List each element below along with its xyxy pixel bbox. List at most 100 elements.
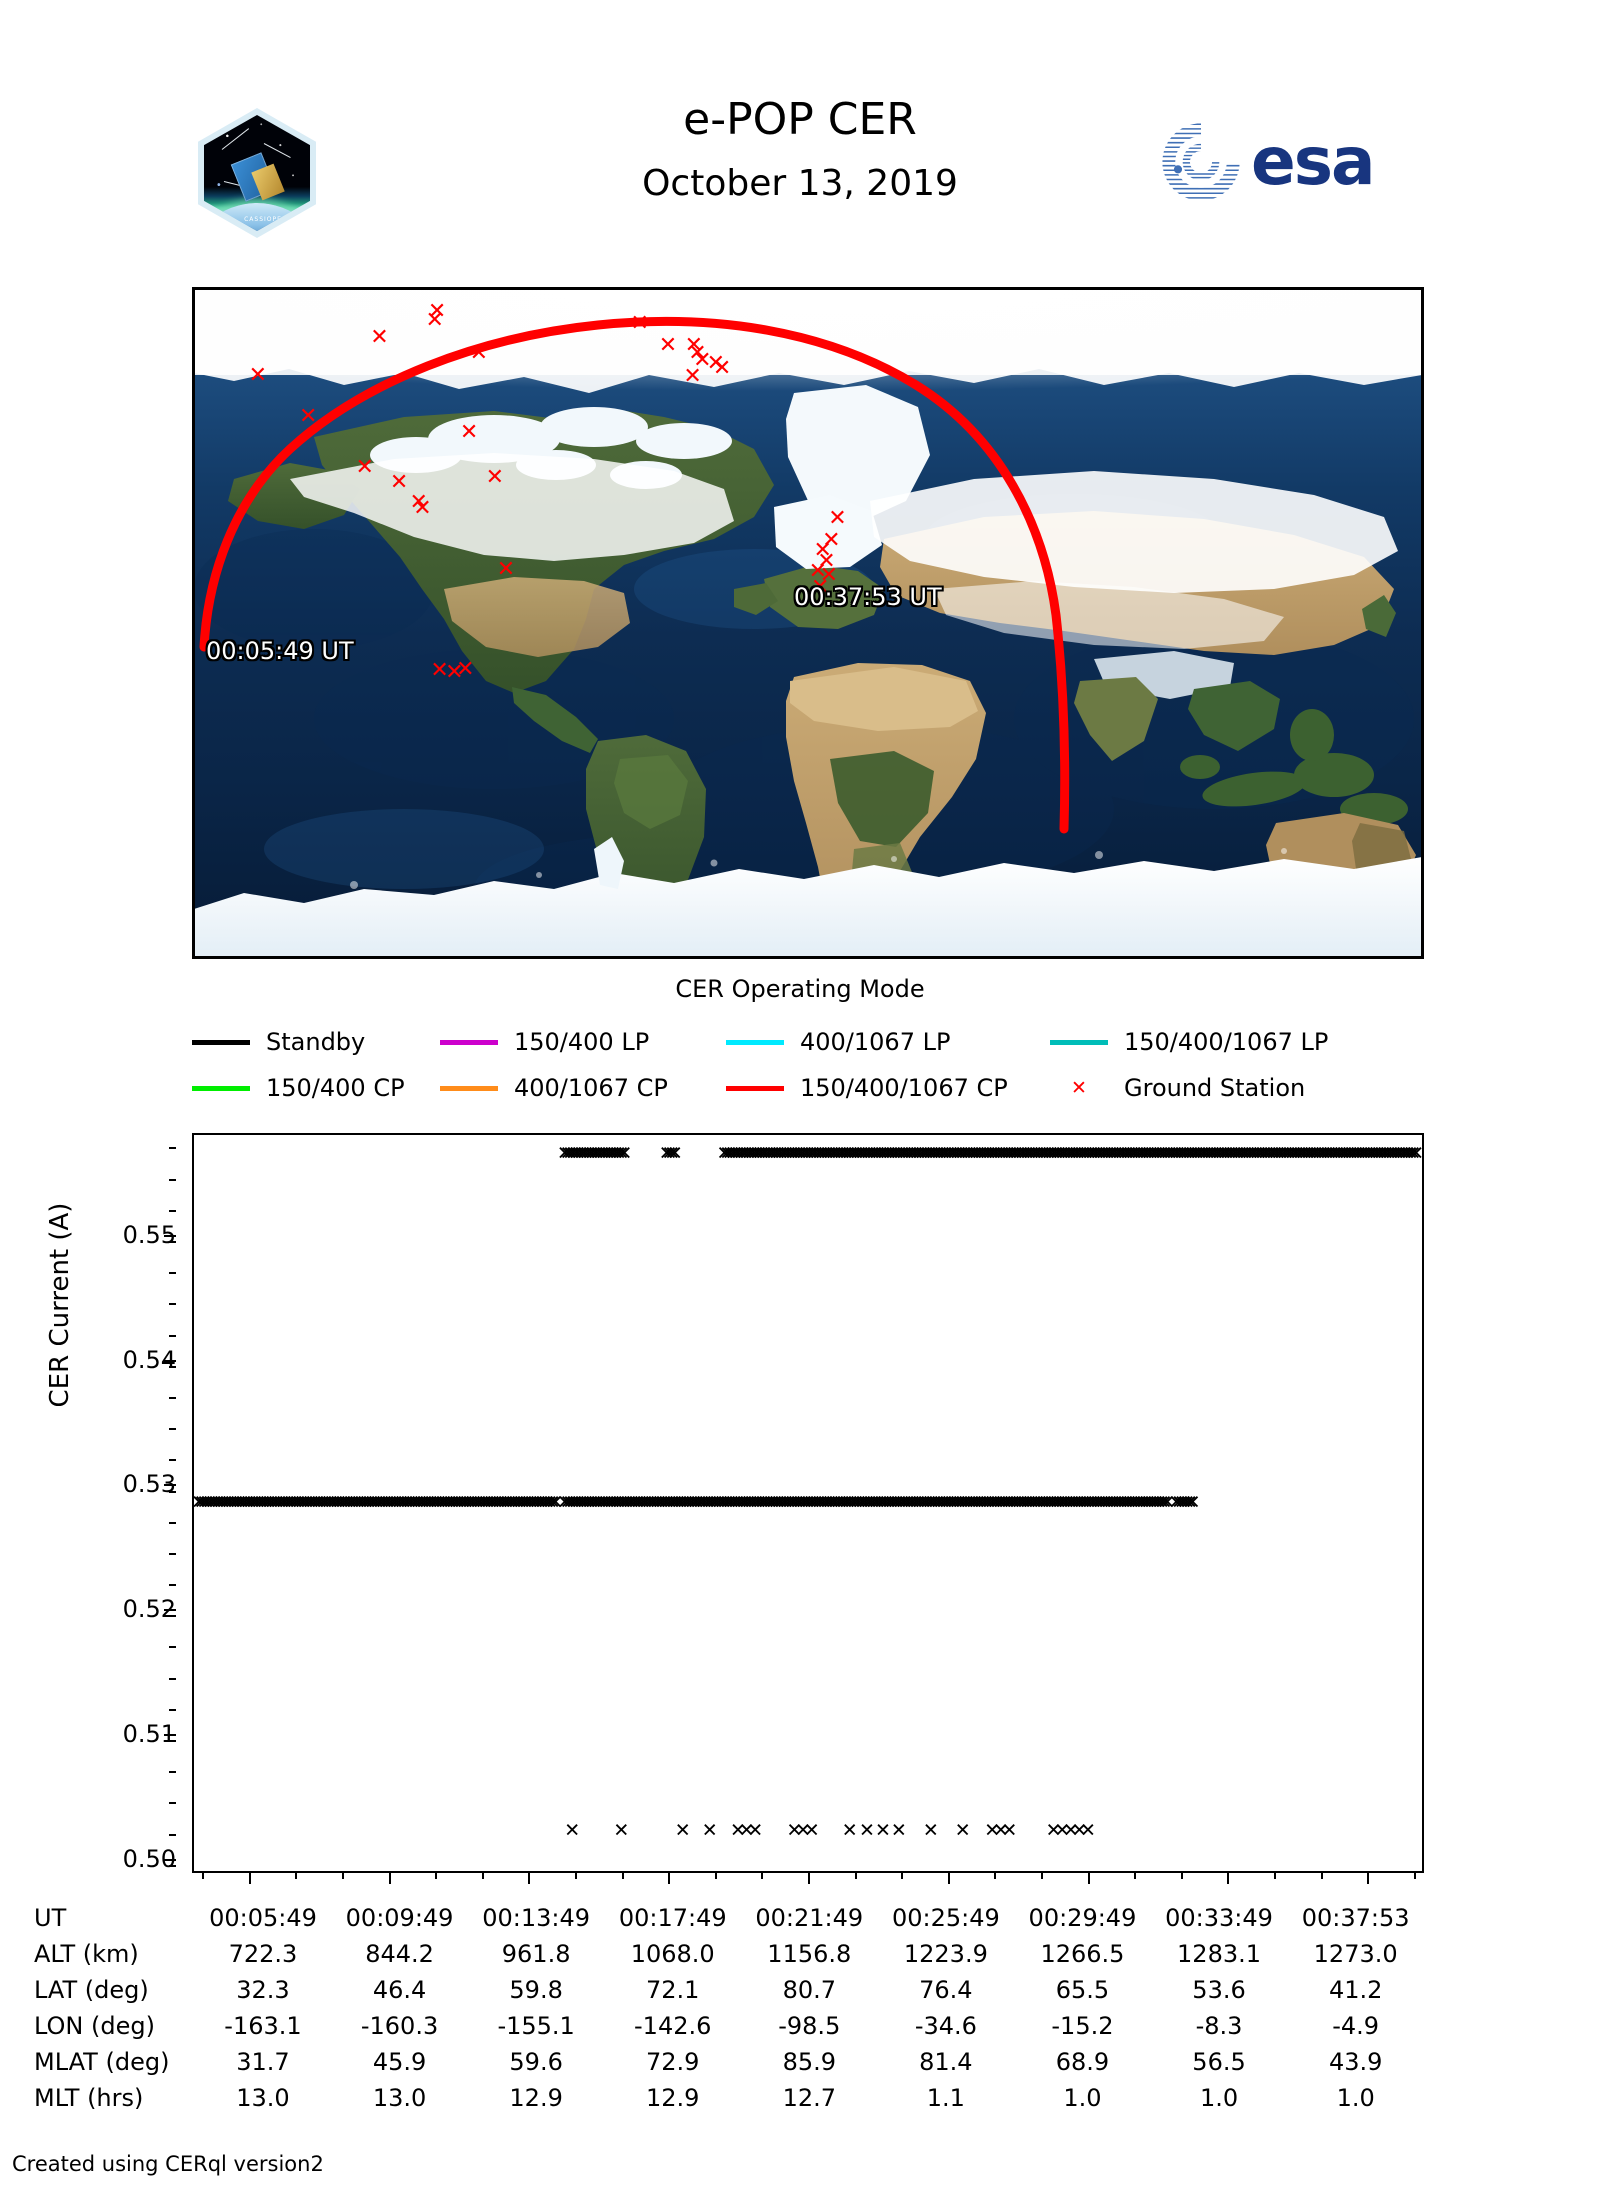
scatter-marker: ✕ (911, 1142, 927, 1165)
scatter-marker: ✕ (956, 1491, 973, 1514)
scatter-marker: ✕ (781, 1142, 798, 1165)
scatter-marker: ✕ (570, 1142, 587, 1165)
scatter-marker: ✕ (493, 1491, 510, 1514)
scatter-marker: ✕ (307, 1491, 324, 1514)
scatter-marker: ✕ (1318, 1142, 1335, 1165)
scatter-marker: ✕ (1297, 1142, 1314, 1165)
scatter-marker: ✕ (786, 1819, 803, 1842)
table-cell: 53.6 (1192, 1976, 1246, 2004)
table-cell: 46.4 (372, 1976, 427, 2004)
x-axis-minor-tick (574, 1871, 577, 1879)
x-axis-minor-tick (994, 1871, 997, 1879)
table-cell: -142.6 (634, 2012, 712, 2040)
scatter-marker: ✕ (592, 1491, 608, 1514)
scatter-marker: ✕ (921, 1491, 938, 1514)
scatter-marker: ✕ (1078, 1491, 1095, 1514)
scatter-marker: ✕ (781, 1491, 798, 1514)
scatter-marker: ✕ (756, 1491, 773, 1514)
scatter-marker: ✕ (209, 1491, 226, 1514)
scatter-marker: ✕ (808, 1491, 825, 1514)
scatter-marker: ✕ (1002, 1142, 1019, 1165)
scatter-marker: ✕ (840, 1142, 857, 1165)
scatter-marker: ✕ (1378, 1142, 1395, 1165)
scatter-marker: ✕ (1291, 1142, 1308, 1165)
scatter-marker: ✕ (889, 1491, 906, 1514)
scatter-marker: ✕ (981, 1491, 997, 1514)
scatter-marker: ✕ (1370, 1142, 1387, 1165)
legend-label-150-400-lp: 150/400 LP (514, 1028, 650, 1056)
scatter-marker: ✕ (239, 1491, 256, 1514)
scatter-marker: ✕ (984, 1819, 1001, 1842)
y-axis-minor-tick (169, 1584, 176, 1587)
scatter-marker: ✕ (1056, 1142, 1073, 1165)
scatter-marker: ✕ (862, 1491, 879, 1514)
scatter-marker: ✕ (1171, 1491, 1188, 1514)
scatter-marker: ✕ (874, 1819, 891, 1842)
legend-item-150-400-cp[interactable]: 150/400 CP (192, 1076, 405, 1100)
scatter-marker: ✕ (811, 1142, 828, 1165)
scatter-marker: ✕ (1024, 1491, 1041, 1514)
scatter-marker: ✕ (339, 1491, 356, 1514)
scatter-marker: ✕ (366, 1491, 383, 1514)
scatter-marker: ✕ (1099, 1491, 1116, 1514)
scatter-marker: ✕ (894, 1491, 911, 1514)
scatter-marker: ✕ (409, 1491, 426, 1514)
y-axis-major-tick (164, 1234, 176, 1237)
legend-item-standby[interactable]: Standby (192, 1030, 365, 1054)
scatter-marker: ✕ (784, 1142, 800, 1165)
scatter-marker: ✕ (946, 1142, 963, 1165)
scatter-marker: ✕ (1070, 1491, 1087, 1514)
scatter-marker: ✕ (927, 1491, 943, 1514)
table-row-header: MLT (hrs) (34, 2084, 144, 2112)
scatter-marker: ✕ (353, 1491, 369, 1514)
y-axis-minor-tick (169, 1490, 176, 1493)
scatter-marker: ✕ (226, 1491, 242, 1514)
table-cell: 43.9 (1328, 2048, 1383, 2076)
scatter-marker: ✕ (1008, 1142, 1025, 1165)
scatter-marker: ✕ (924, 1491, 941, 1514)
scatter-marker: ✕ (770, 1142, 787, 1165)
scatter-marker: ✕ (702, 1491, 719, 1514)
scatter-marker: ✕ (312, 1491, 329, 1514)
x-axis-minor-tick (1320, 1871, 1323, 1879)
legend-item-400-1067-lp[interactable]: 400/1067 LP (726, 1030, 950, 1054)
scatter-marker: ✕ (1089, 1491, 1106, 1514)
scatter-marker: ✕ (1246, 1142, 1262, 1165)
legend-item-150-400-lp[interactable]: 150/400 LP (440, 1030, 649, 1054)
table-cell: 1068.0 (630, 1940, 715, 1968)
scatter-marker: ✕ (1053, 1491, 1070, 1514)
scatter-marker: ✕ (794, 1491, 811, 1514)
scatter-marker: ✕ (1192, 1142, 1208, 1165)
scatter-marker: ✕ (396, 1491, 413, 1514)
scatter-marker: ✕ (670, 1491, 687, 1514)
scatter-marker: ✕ (919, 1142, 936, 1165)
scatter-marker: ✕ (613, 1491, 630, 1514)
scatter-marker: ✕ (1173, 1491, 1190, 1514)
scatter-marker: ✕ (317, 1491, 334, 1514)
scatter-marker: ✕ (361, 1491, 378, 1514)
orbit-parameter-table-body: UT 00:05:49 00:09:49 00:13:49 00:17:49 00:21:… (34, 1900, 1424, 2116)
legend-swatch-standby (192, 1039, 250, 1045)
scatter-marker: ✕ (745, 1491, 762, 1514)
scatter-marker: ✕ (662, 1491, 679, 1514)
scatter-marker: ✕ (442, 1491, 459, 1514)
legend-item-150-400-1067-cp[interactable]: 150/400/1067 CP (726, 1076, 1008, 1100)
scatter-marker: ✕ (1002, 1491, 1019, 1514)
scatter-marker: ✕ (1018, 1491, 1035, 1514)
scatter-marker: ✕ (1176, 1491, 1193, 1514)
scatter-marker: ✕ (1168, 1491, 1185, 1514)
scatter-marker: ✕ (908, 1142, 925, 1165)
legend-item-150-400-1067-lp[interactable]: 150/400/1067 LP (1050, 1030, 1328, 1054)
scatter-marker: ✕ (1026, 1491, 1043, 1514)
scatter-marker: ✕ (496, 1491, 513, 1514)
scatter-marker: ✕ (439, 1491, 456, 1514)
ground-station-marker: ✕ (459, 420, 479, 446)
scatter-marker: ✕ (1375, 1142, 1392, 1165)
scatter-marker: ✕ (1075, 1491, 1092, 1514)
legend-item-ground-station[interactable]: ✕ Ground Station (1050, 1076, 1305, 1100)
legend-item-400-1067-cp[interactable]: 400/1067 CP (440, 1076, 668, 1100)
scatter-marker: ✕ (1043, 1491, 1060, 1514)
x-axis-major-tick (1227, 1871, 1230, 1884)
scatter-marker: ✕ (1151, 1142, 1168, 1165)
scatter-marker: ✕ (640, 1491, 657, 1514)
